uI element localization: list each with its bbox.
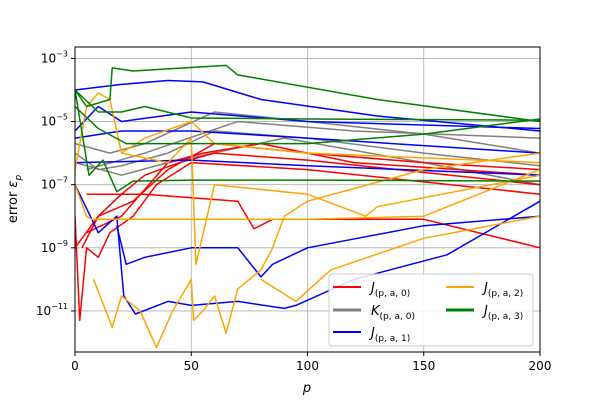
x-axis-label: p — [302, 381, 311, 396]
series-line-4 — [75, 105, 540, 145]
series-line-0 — [75, 161, 540, 322]
x-tick-label: 150 — [412, 359, 435, 373]
series-line-2 — [116, 215, 540, 278]
series-line-0 — [86, 193, 540, 249]
series-line-3 — [121, 137, 540, 266]
series-line-4 — [75, 89, 540, 193]
series-line-2 — [75, 79, 540, 132]
series-line-3 — [92, 152, 540, 349]
legend-label: J(p, a, 1) — [368, 326, 410, 344]
series-line-3 — [75, 168, 540, 221]
x-tick-label: 100 — [296, 359, 319, 373]
series-line-3 — [75, 92, 540, 170]
series-line-4 — [75, 89, 540, 121]
series-line-4 — [75, 64, 540, 123]
y-tick-label: 10−3 — [41, 49, 68, 65]
legend: J(p, a, 0) K(p, a, 0) J(p, a, 1) J(p, a, 2)… — [328, 273, 534, 347]
legend-label: J(p, a, 3) — [481, 304, 523, 322]
legend-label: J(p, a, 2) — [481, 281, 523, 299]
legend-label: K(p, a, 0) — [371, 304, 415, 322]
y-tick-label: 10−9 — [41, 239, 68, 255]
series-line-0 — [86, 142, 540, 234]
series-line-3 — [260, 215, 540, 303]
x-tick-label: 50 — [184, 359, 199, 373]
series-lines — [75, 64, 540, 349]
series-line-2 — [75, 105, 540, 132]
y-tick-label: 10−11 — [36, 302, 68, 318]
legend-label: J(p, a, 0) — [368, 281, 410, 299]
x-axis: 0 50 100 150 200 — [71, 352, 551, 373]
legend-box — [328, 273, 534, 347]
y-axis: 10−3 10−5 10−7 10−9 10−11 — [36, 49, 75, 318]
series-line-2 — [75, 159, 540, 176]
series-line-1 — [86, 120, 540, 171]
x-tick-label: 200 — [529, 359, 552, 373]
y-tick-label: 10−5 — [41, 113, 68, 129]
x-tick-label: 0 — [71, 359, 79, 373]
y-axis-label: error εp — [6, 175, 24, 224]
y-tick-label: 10−7 — [41, 176, 68, 192]
